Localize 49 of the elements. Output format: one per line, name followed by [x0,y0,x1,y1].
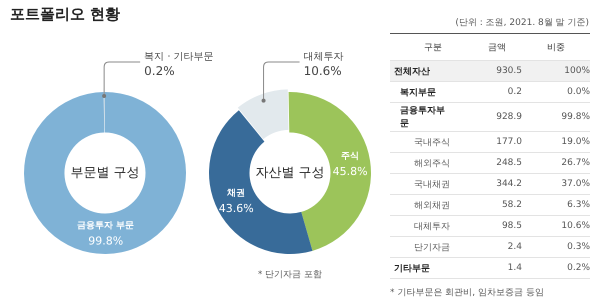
text: 부문별 구성 [70,165,140,180]
category-label: 국내채권 [413,178,451,190]
chart-title: 포트폴리오 현황 [10,5,120,24]
slice-label: 채권 [226,188,246,199]
text: * 기타부문은 회관비, 임차보증금 등임 [390,287,544,299]
legend-title: 구분 [423,42,443,54]
data-label: 177.0 [495,137,522,147]
data-label: 6.3% [566,200,590,210]
category-label: 금융투자부문 [399,105,446,130]
category-label: 복지부문 [399,86,437,98]
data-label: 10.6% [560,221,590,231]
data-label: 37.0% [560,179,590,189]
category-label: 전체자산 [393,66,431,78]
data-label: 344.2 [495,179,522,189]
series-label: 금액 [487,42,507,54]
data-label: 0.2% [566,263,590,273]
category-label: 단기자금 [413,242,451,254]
category-label: 해외채권 [413,200,451,212]
slice-label: 금융투자 부문 [77,221,134,232]
category-label: 해외주식 [413,158,451,170]
data-label: 0.2 [506,87,522,97]
category-label: 대체투자 [413,220,451,232]
text: 자산별 구성 [255,165,325,180]
slice-label: 주식 [341,151,360,162]
slice-label: 대체투자 [304,52,344,63]
text: * 단기자금 포함 [256,269,324,281]
data-label: 19.0% [560,137,590,147]
category-label: 기타부문 [393,262,431,274]
data-label: 248.5 [495,158,522,168]
data-label: 930.5 [495,66,522,76]
data-label: 2.4 [506,242,522,252]
data-label: 10.6% [304,64,342,78]
data-label: 99.8% [560,112,590,122]
data-label: 100% [563,66,590,76]
text: (단위 : 조원, 2021. 8월 말 기준) [455,17,589,29]
data-label: 45.8% [332,164,368,178]
data-label: 0.3% [566,242,590,252]
data-label: 1.4 [506,263,522,273]
data-label: 58.2 [500,200,522,210]
data-label: 98.5 [500,221,522,231]
text: 비중 [546,42,566,54]
data-label: 928.9 [495,112,522,122]
data-label: 0.2% [144,64,175,78]
category-label: 국내주식 [413,136,451,148]
data-label: 0.0% [566,87,590,97]
data-label: 43.6% [218,202,254,216]
data-label: 99.8% [88,234,124,248]
slice-label: 복지 · 기타부문 [144,52,214,63]
data-label: 26.7% [560,158,590,168]
